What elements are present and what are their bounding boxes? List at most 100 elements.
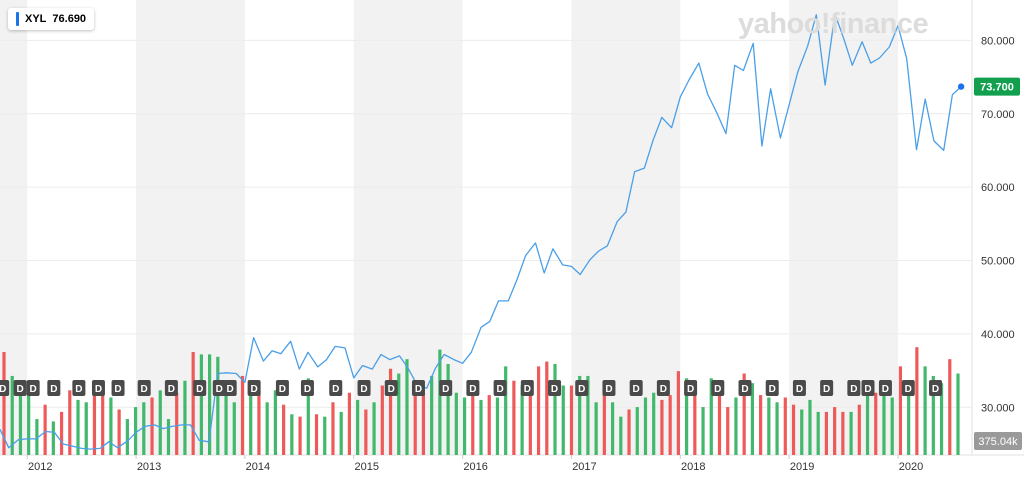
dividend-marker-label: D [605, 384, 612, 395]
volume-bar [208, 354, 212, 455]
dividend-marker[interactable]: D [91, 380, 105, 396]
volume-bar [405, 359, 409, 455]
volume-bar [660, 399, 664, 455]
last-price-point [957, 83, 965, 90]
dividend-marker[interactable]: D [411, 380, 425, 396]
dividend-marker[interactable]: D [656, 380, 670, 396]
volume-bar [430, 375, 434, 455]
dividend-marker[interactable]: D [575, 380, 589, 396]
volume-bar [10, 375, 14, 455]
dividend-marker[interactable]: D [466, 380, 480, 396]
dividend-marker[interactable]: D [711, 380, 725, 396]
dividend-marker[interactable]: D [493, 380, 507, 396]
dividend-marker-label: D [687, 384, 694, 395]
dividend-marker[interactable]: D [847, 380, 861, 396]
dividend-marker[interactable]: D [439, 380, 453, 396]
dividend-marker-label: D [714, 384, 721, 395]
dividend-marker-box [247, 380, 261, 396]
volume-bar [610, 402, 615, 455]
volume-bar [619, 416, 623, 455]
volume-bar [594, 402, 598, 455]
volume-bar [454, 392, 458, 455]
dividend-marker[interactable]: D [47, 380, 61, 396]
dividend-marker-box [684, 380, 698, 396]
dividend-marker-box [26, 380, 40, 396]
ticker-legend[interactable]: XYL 76.690 [8, 8, 95, 30]
volume-bar [742, 373, 746, 455]
volume-bars [2, 347, 960, 455]
volume-bar [347, 392, 352, 455]
dividend-marker-box [493, 380, 507, 396]
dividend-marker-label: D [864, 384, 871, 395]
dividend-marker[interactable]: D [137, 380, 151, 396]
year-band [571, 0, 681, 455]
volume-bar [915, 347, 919, 455]
dividend-marker[interactable]: D [357, 380, 371, 396]
dividend-marker[interactable]: D [72, 380, 86, 396]
volume-bar [191, 351, 195, 455]
dividend-marker[interactable]: D [602, 380, 616, 396]
volume-bar [512, 380, 516, 455]
dividend-marker[interactable]: D [928, 380, 942, 396]
volume-bar [857, 404, 861, 455]
volume-bar [199, 354, 203, 455]
dividend-marker[interactable]: D [861, 380, 875, 396]
dividend-marker[interactable]: D [384, 380, 398, 396]
dividend-marker[interactable]: D [13, 380, 27, 396]
dividend-marker[interactable]: D [548, 380, 562, 396]
volume-label: 375.04k [978, 436, 1018, 448]
dividend-marker[interactable]: D [629, 380, 643, 396]
dividend-marker[interactable]: D [738, 380, 752, 396]
dividend-marker[interactable]: D [520, 380, 534, 396]
volume-bar [216, 356, 220, 455]
volume-bar [627, 409, 631, 455]
dividend-marker-box [520, 380, 534, 396]
x-tick-label: 2014 [246, 461, 270, 473]
volume-bar [849, 411, 853, 455]
dividend-marker[interactable]: D [329, 380, 343, 396]
series-color-swatch [16, 12, 19, 26]
dividend-marker[interactable]: D [792, 380, 806, 396]
dividend-marker[interactable]: D [684, 380, 698, 396]
dividend-marker[interactable]: D [164, 380, 178, 396]
dividend-marker[interactable]: D [275, 380, 289, 396]
volume-bar [59, 411, 64, 455]
volume-bar [841, 411, 845, 455]
dividend-marker-label: D [250, 384, 257, 395]
dividend-marker-label: D [196, 384, 203, 395]
volume-bar [882, 387, 886, 455]
volume-bar [166, 419, 171, 455]
dividend-marker[interactable]: D [111, 380, 125, 396]
dividend-marker[interactable]: D [820, 380, 834, 396]
dividend-marker[interactable]: D [901, 380, 915, 396]
dividend-marker-box [300, 380, 314, 396]
dividend-marker[interactable]: D [223, 380, 237, 396]
dividend-marker-box [384, 380, 398, 396]
price-line-layer [0, 13, 965, 450]
dividend-marker-box [656, 380, 670, 396]
volume-bar [824, 411, 829, 455]
dividend-marker[interactable]: D [878, 380, 892, 396]
ticker-value: 76.690 [52, 13, 87, 25]
volume-bar [520, 385, 524, 455]
volume-bar [709, 378, 713, 455]
dividend-marker-box [329, 380, 343, 396]
y-tick-label: 70.000 [981, 109, 1015, 121]
volume-bar [635, 407, 639, 455]
dividend-marker[interactable]: D [0, 380, 10, 396]
x-tick-label: 2016 [463, 461, 487, 473]
dividend-marker[interactable]: D [212, 380, 226, 396]
dividend-marker[interactable]: D [765, 380, 779, 396]
dividend-marker[interactable]: D [300, 380, 314, 396]
dividend-marker[interactable]: D [247, 380, 261, 396]
dividend-marker[interactable]: D [193, 380, 207, 396]
volume-bar [528, 387, 532, 455]
year-band [789, 0, 898, 455]
volume-bar [224, 387, 228, 455]
dividend-marker[interactable]: D [26, 380, 40, 396]
volume-bar [109, 397, 113, 455]
volume-bar [578, 375, 582, 455]
